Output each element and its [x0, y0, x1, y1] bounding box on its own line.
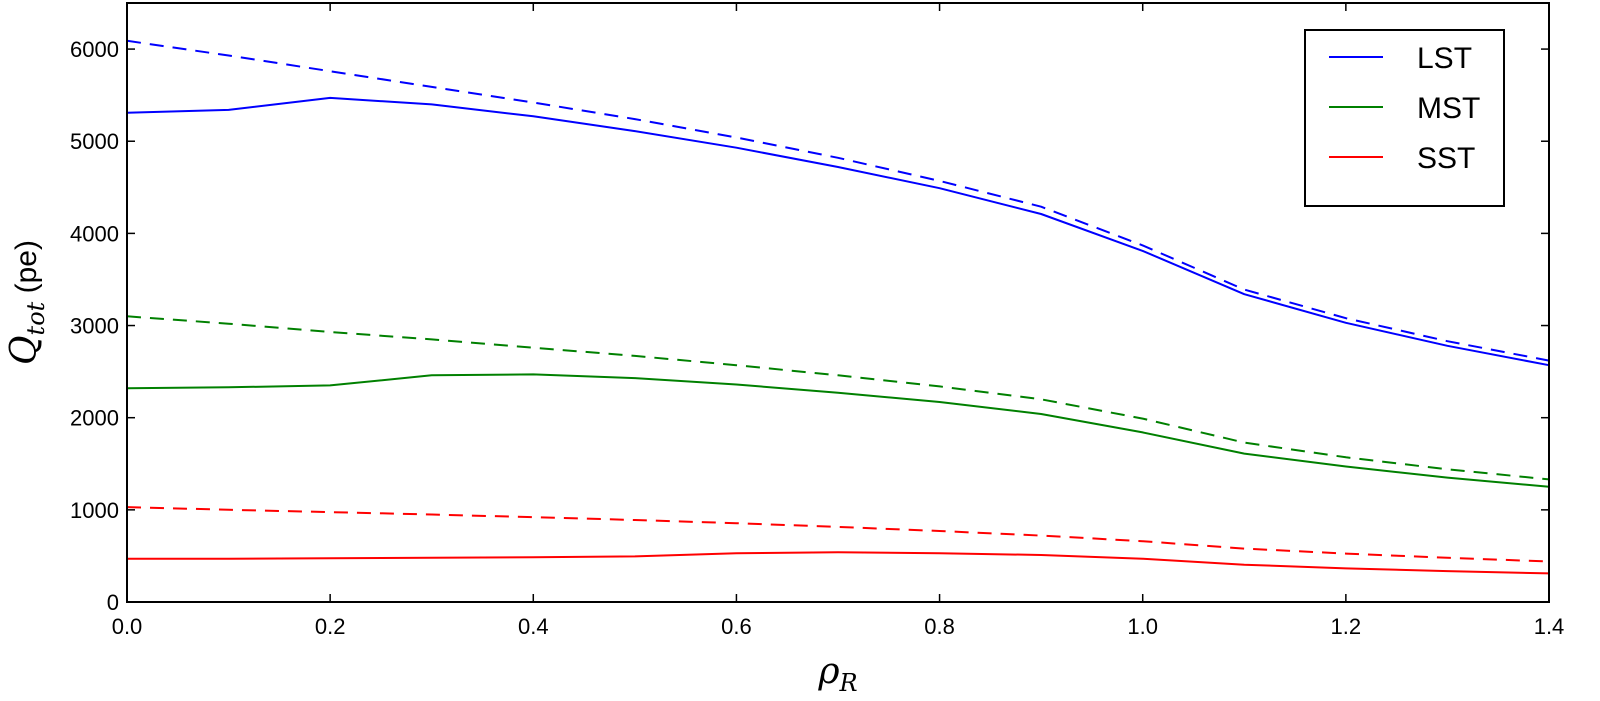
x-tick-label: 0.8 [924, 614, 955, 639]
x-tick-label: 0.4 [518, 614, 549, 639]
y-tick-label: 3000 [70, 314, 119, 339]
y-tick-label: 2000 [70, 406, 119, 431]
legend-box [1304, 29, 1505, 207]
x-axis-label-main: ρ [817, 651, 839, 692]
series-layer [126, 39, 1550, 575]
y-tick-label: 4000 [70, 221, 119, 246]
series-line-lst-solid [126, 96, 1550, 367]
x-axis-label: ρR [817, 651, 857, 697]
y-axis-label-sub: tot [22, 301, 50, 335]
series-line-sst-solid [127, 551, 1550, 575]
series-line-mst-solid [126, 373, 1550, 488]
legend-label-lst: LST [1417, 42, 1472, 75]
series-line-dashed-4-dashed [126, 315, 1550, 481]
x-tick-label: 0.6 [721, 614, 752, 639]
plot-frame [126, 2, 1550, 603]
y-tick-label: 6000 [70, 37, 119, 62]
y-axis-label-main: Q [4, 335, 45, 365]
y-tick-label: 5000 [70, 129, 119, 154]
y-axis-label: Qtot (pe) [4, 240, 50, 365]
y-tick-label: 0 [107, 590, 119, 615]
legend-label-sst: SST [1417, 142, 1475, 175]
x-tick-label: 0.0 [112, 614, 143, 639]
x-tick-label: 1.0 [1127, 614, 1158, 639]
x-tick-label: 1.2 [1331, 614, 1362, 639]
x-axis-label-sub: R [839, 669, 858, 697]
x-tick-label: 0.2 [315, 614, 346, 639]
legend-label-mst: MST [1417, 92, 1480, 125]
x-tick-label: 1.4 [1534, 614, 1565, 639]
y-tick-label: 1000 [70, 498, 119, 523]
legend: LST MST SST [1304, 29, 1505, 207]
ticks-layer: 0.0 0.2 0.4 0.6 0.8 1.0 1.2 1.4 0 1000 2000 3000 400… [70, 3, 1564, 639]
series-line-dashed-5-dashed [126, 506, 1550, 563]
series-line-dashed-3-dashed [126, 39, 1550, 362]
y-axis-label-unit: (pe) [10, 240, 43, 302]
